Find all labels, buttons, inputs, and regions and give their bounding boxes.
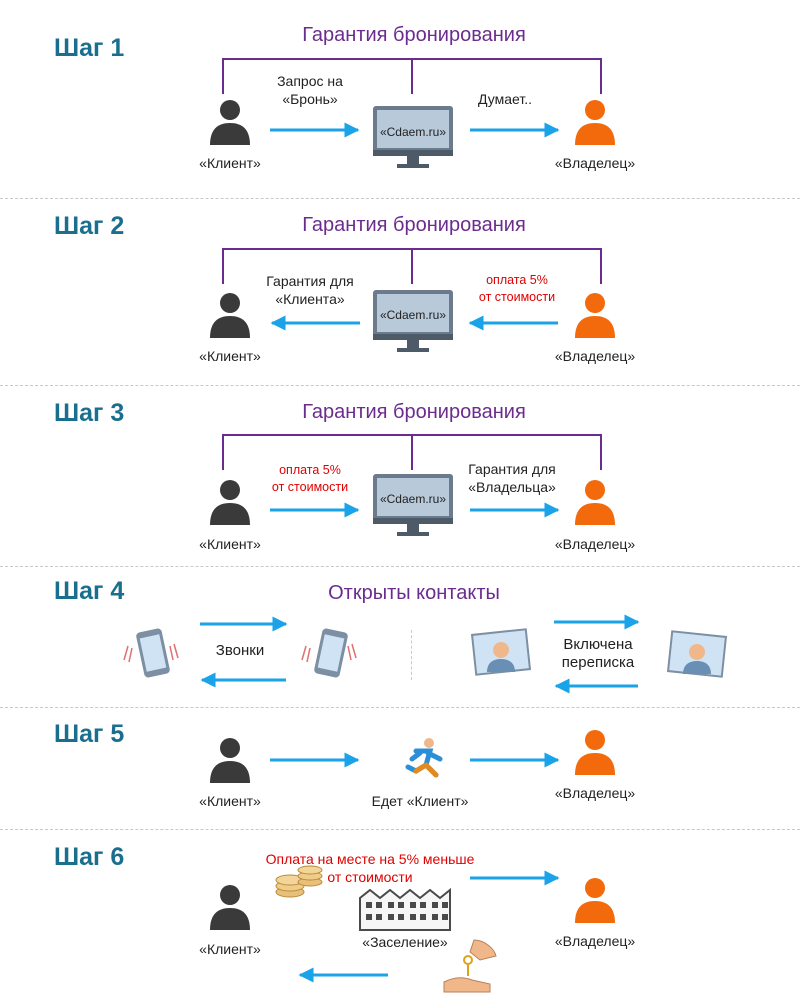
step-4-left-text: Звонки: [215, 642, 265, 659]
step-3-left-text: оплата 5% от стоимости: [271, 463, 349, 494]
step-3-title: Гарантия бронирования: [302, 401, 526, 423]
step-1-title: Гарантия бронирования: [302, 24, 526, 46]
step-1-right-text: Думает..: [477, 91, 532, 107]
owner-label: «Владелец»: [554, 933, 636, 949]
monitor-label: «Cdaem.ru»: [379, 492, 447, 506]
step-3-right-text: Гарантия для «Владельца»: [468, 461, 556, 495]
client-label: «Клиент»: [199, 348, 261, 364]
client-label: «Клиент»: [199, 155, 261, 171]
step-2-right-text: оплата 5% от стоимости: [478, 273, 556, 304]
step-4-title: Открыты контакты: [328, 582, 500, 604]
step-3-bracket: [222, 434, 602, 470]
owner-label: «Владелец»: [554, 536, 636, 552]
client-label: «Клиент»: [199, 536, 261, 552]
separator: [0, 385, 800, 386]
owner-label: «Владелец»: [554, 155, 636, 171]
owner-label: «Владелец»: [554, 785, 636, 801]
step-5-label: Шаг 5: [54, 720, 125, 748]
coins-icon: [275, 865, 323, 898]
step-4-label: Шаг 4: [54, 577, 125, 605]
chat-screen-icon: [470, 628, 532, 676]
step-2-bracket: [222, 248, 602, 284]
monitor-label: «Cdaem.ru»: [379, 125, 447, 139]
step-6-label: Шаг 6: [54, 843, 125, 871]
step-2-left-text: Гарантия для «Клиента»: [266, 273, 354, 307]
step-1-label: Шаг 1: [54, 34, 125, 62]
step-2-title: Гарантия бронирования: [302, 214, 526, 236]
step-1-bracket: [222, 58, 602, 94]
chat-screen-icon: [666, 630, 728, 678]
step-6-mid-text: «Заселение»: [362, 934, 448, 950]
phone-icon: [301, 628, 357, 678]
separator: [0, 829, 800, 830]
step-4-right-text: Включена переписка: [561, 636, 635, 671]
client-label: «Клиент»: [199, 941, 261, 957]
step-2-label: Шаг 2: [54, 212, 125, 240]
separator: [0, 707, 800, 708]
client-label: «Клиент»: [199, 793, 261, 809]
key-handover-icon: [443, 939, 497, 993]
phone-icon: [123, 628, 179, 678]
step-4-divider: [411, 630, 412, 680]
step-5-mid-text: Едет «Клиент»: [371, 793, 469, 809]
step-3-label: Шаг 3: [54, 399, 125, 427]
step-6-pay-text: Оплата на месте на 5% меньше от стоимости: [265, 851, 475, 885]
separator: [0, 198, 800, 199]
separator: [0, 566, 800, 567]
owner-label: «Владелец»: [554, 348, 636, 364]
building-icon: [359, 887, 451, 931]
running-man-icon: [405, 738, 443, 778]
step-1-left-text: Запрос на «Бронь»: [277, 73, 343, 107]
monitor-label: «Cdaem.ru»: [379, 308, 447, 322]
